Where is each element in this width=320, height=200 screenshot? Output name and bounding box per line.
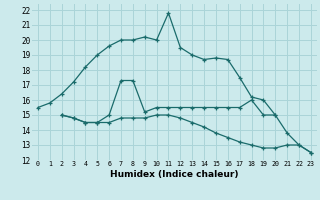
X-axis label: Humidex (Indice chaleur): Humidex (Indice chaleur) (110, 170, 239, 179)
